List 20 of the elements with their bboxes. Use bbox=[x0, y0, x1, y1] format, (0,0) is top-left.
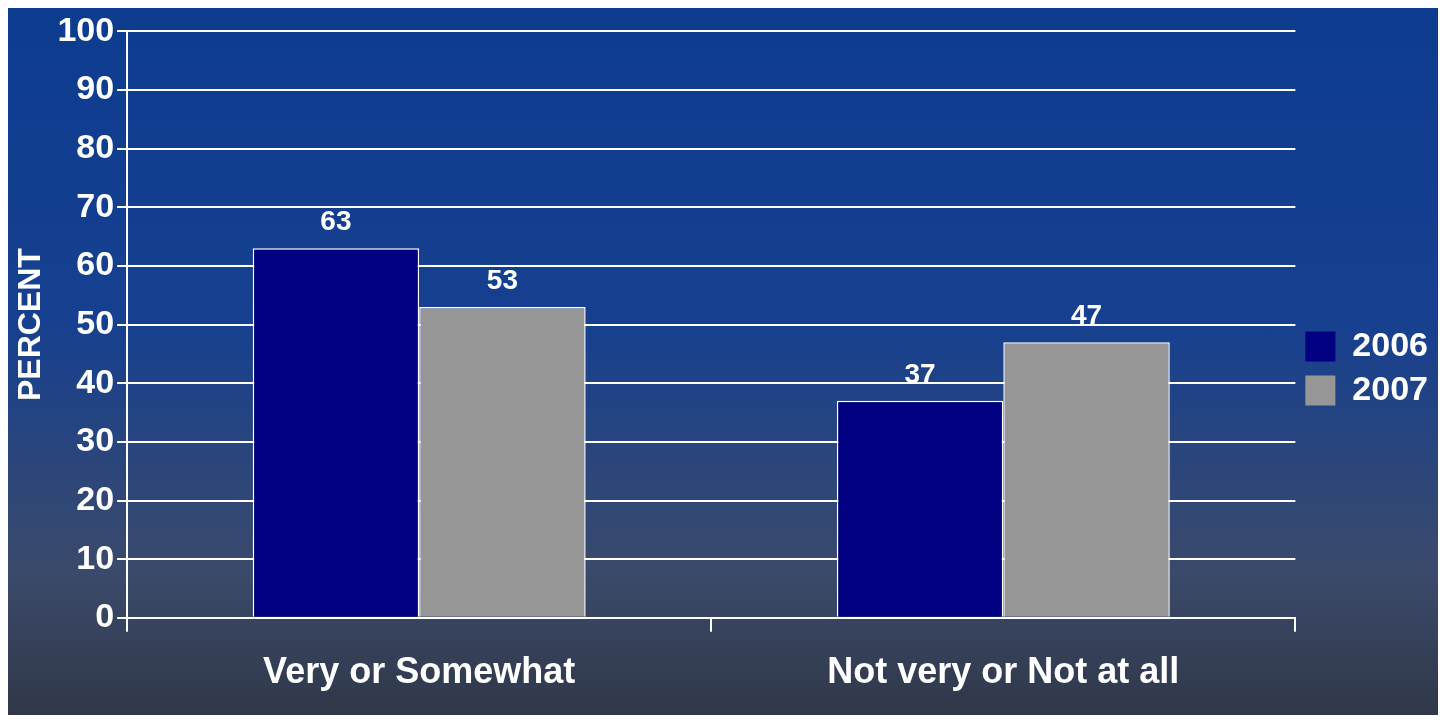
legend-label: 2006 bbox=[1352, 324, 1428, 363]
data-label: 47 bbox=[1070, 298, 1103, 330]
y-tick-label: 60 bbox=[76, 244, 115, 283]
x-tick-label: Very or Somewhat bbox=[263, 650, 576, 692]
data-label: 37 bbox=[904, 357, 936, 389]
y-tick-label: 40 bbox=[76, 361, 115, 400]
y-tick-label: 10 bbox=[76, 537, 115, 576]
y-tick-label: 20 bbox=[76, 478, 115, 517]
data-label: 53 bbox=[486, 263, 518, 295]
y-tick-label: 30 bbox=[76, 420, 115, 459]
y-tick-label: 80 bbox=[76, 127, 115, 166]
legend-label: 2007 bbox=[1352, 368, 1428, 407]
y-tick-label: 50 bbox=[76, 302, 115, 341]
y-tick-label: 90 bbox=[76, 68, 115, 107]
y-tick-label: 100 bbox=[57, 9, 115, 48]
y-axis-title: PERCENT bbox=[11, 247, 48, 402]
data-label: 63 bbox=[320, 205, 352, 237]
y-tick-label: 0 bbox=[95, 596, 115, 635]
x-tick-label: Not very or Not at all bbox=[827, 650, 1180, 692]
y-tick-label: 70 bbox=[76, 185, 115, 224]
